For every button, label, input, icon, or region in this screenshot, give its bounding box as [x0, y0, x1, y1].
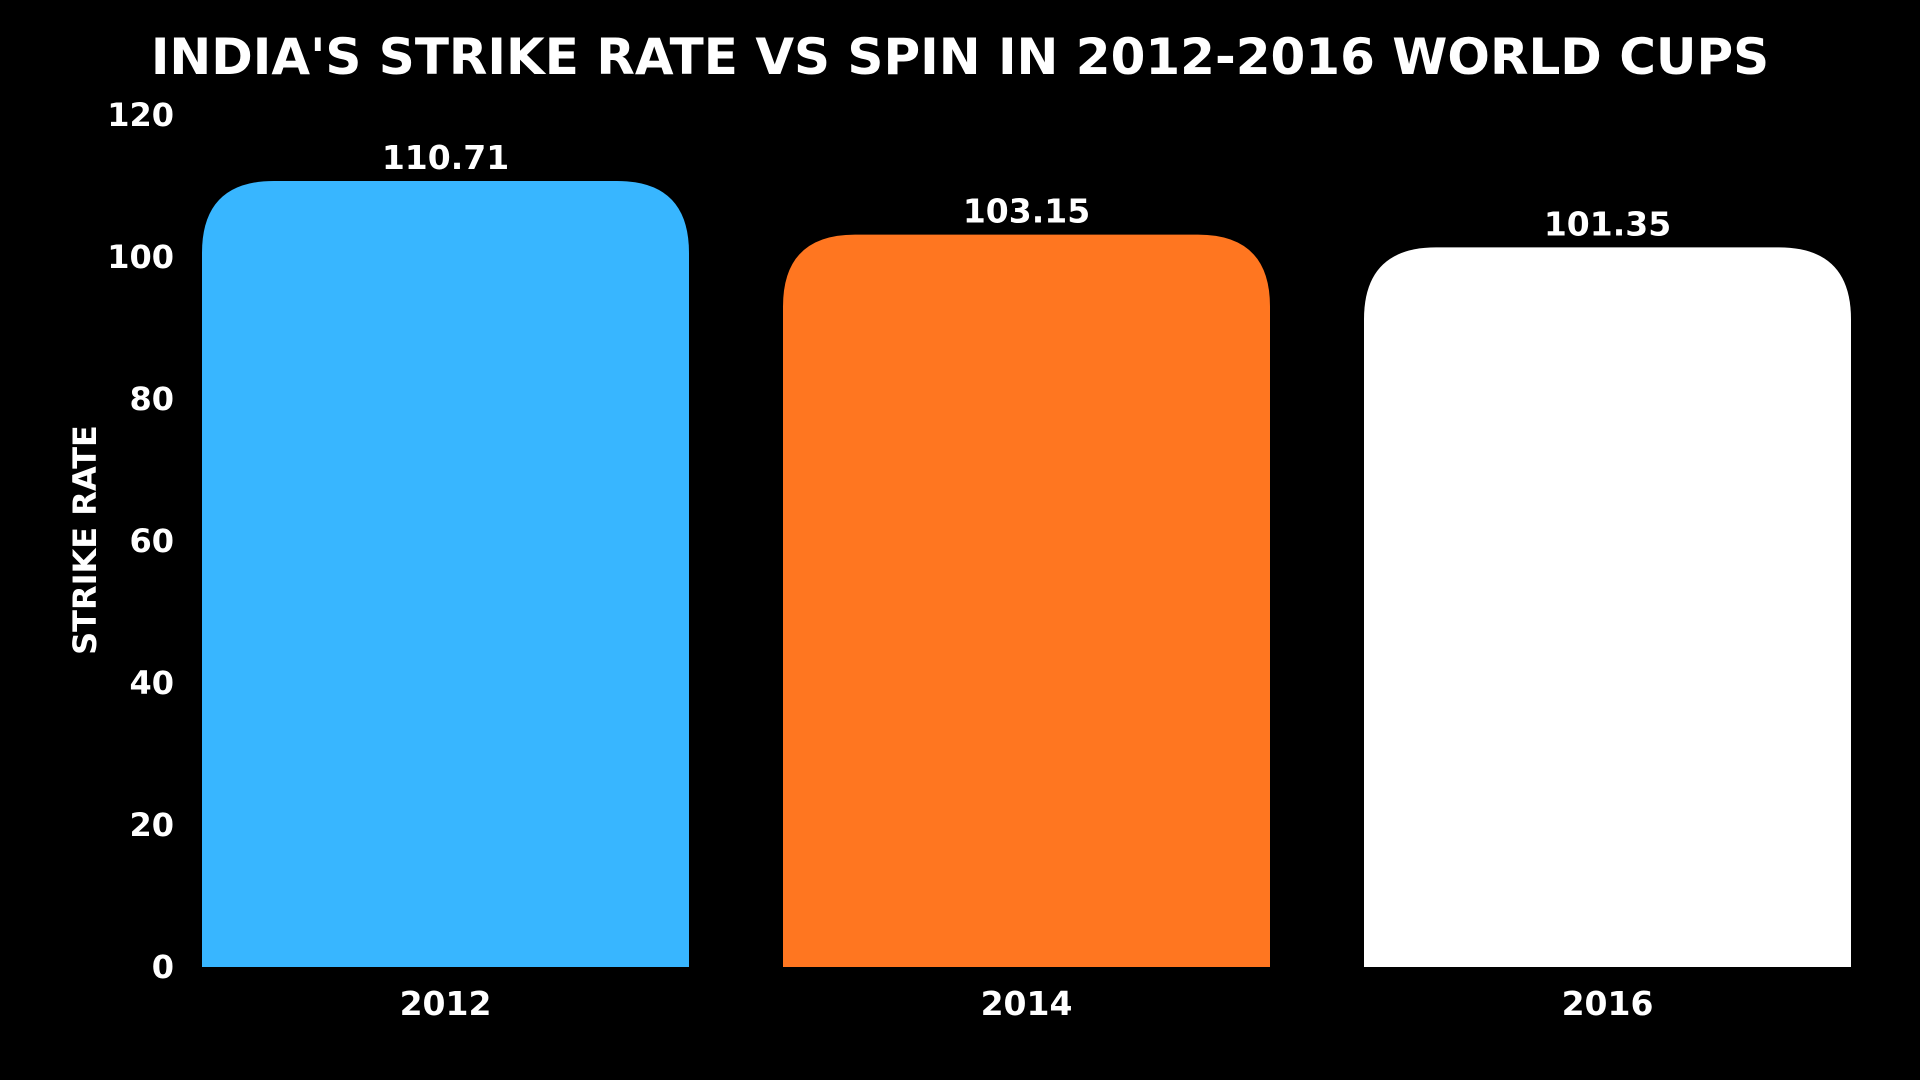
y-tick-label: 0	[152, 948, 174, 986]
category-labels: 2012 2014 2016	[400, 984, 1654, 1023]
y-tick-label: 80	[129, 380, 174, 418]
y-axis-title: STRIKE RATE	[66, 425, 104, 655]
bar-2016	[1364, 247, 1851, 968]
bar-2014	[783, 234, 1270, 967]
data-label-2012: 110.71	[382, 138, 509, 177]
x-category-label: 2016	[1562, 984, 1654, 1023]
data-label-2016: 101.35	[1544, 204, 1671, 243]
y-tick-label: 40	[129, 664, 174, 702]
y-tick-label: 120	[107, 96, 174, 134]
y-tick-label: 100	[107, 238, 174, 276]
y-axis-ticks: 0 20 40 60 80 100 120	[107, 96, 174, 986]
x-category-label: 2012	[400, 984, 492, 1023]
chart-title: INDIA'S STRIKE RATE VS SPIN IN 2012-2016…	[151, 28, 1769, 86]
x-category-label: 2014	[981, 984, 1073, 1023]
y-tick-label: 20	[129, 806, 174, 844]
data-label-2014: 103.15	[963, 192, 1090, 231]
bars	[202, 180, 1851, 968]
y-tick-label: 60	[129, 522, 174, 560]
data-labels: 110.71 103.15 101.35	[382, 138, 1671, 243]
bar-2012	[202, 180, 689, 968]
